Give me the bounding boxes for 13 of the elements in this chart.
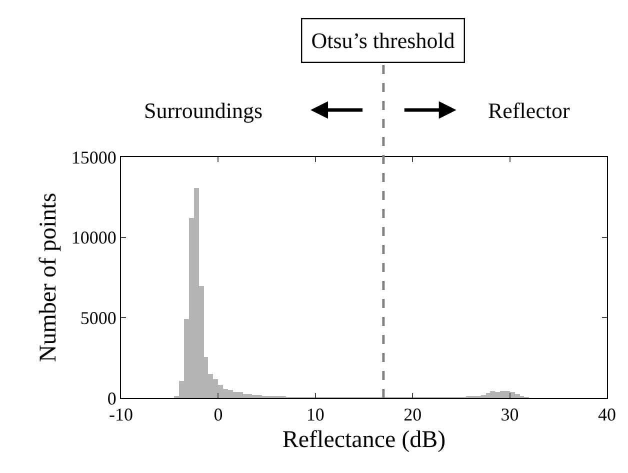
x-tick-label: 10 [306,404,324,425]
text: Surroundings [144,98,263,123]
text: Reflector [488,98,571,123]
y-tick-label: 10000 [71,228,116,248]
x-tick-label: 0 [214,404,223,425]
x-tick-label: 20 [404,404,422,425]
y-tick-label: 15000 [71,147,116,168]
ref-line-label: Otsu’s threshold [311,28,455,54]
x-tick-label: 40 [598,404,616,425]
y-tick-label: 5000 [80,308,116,328]
y-axis-title: Number of points [36,192,62,362]
x-axis-title: Reflectance (dB) [282,426,446,453]
x-tick-label: 30 [500,404,519,425]
